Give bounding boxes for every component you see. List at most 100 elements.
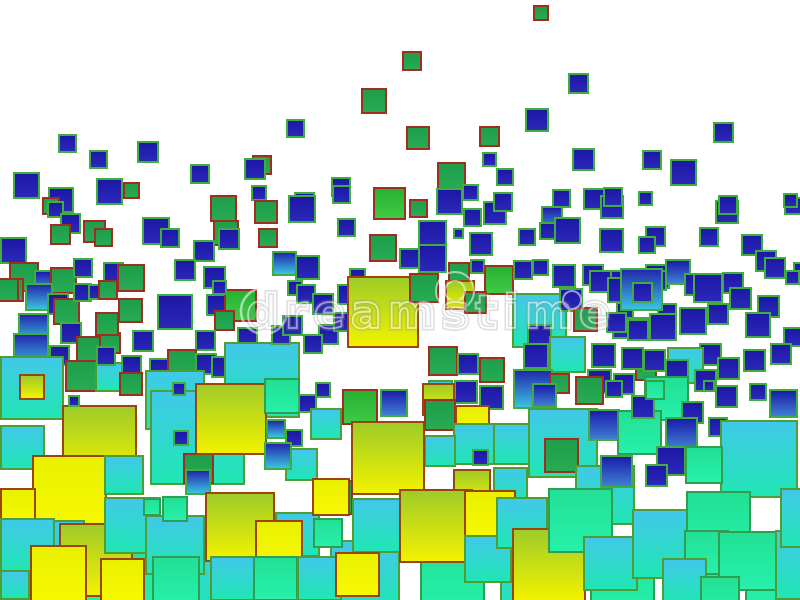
square — [30, 545, 87, 600]
square — [583, 536, 638, 591]
square — [720, 420, 798, 498]
square — [310, 408, 342, 440]
square — [743, 349, 766, 372]
square — [162, 496, 188, 522]
square — [605, 380, 623, 398]
square — [599, 228, 624, 253]
square — [662, 558, 707, 600]
square — [190, 164, 210, 184]
square — [418, 244, 447, 273]
square — [342, 389, 378, 425]
square — [464, 291, 487, 314]
square — [496, 168, 514, 186]
square — [132, 330, 154, 352]
square — [104, 455, 144, 495]
square — [117, 264, 145, 292]
square — [699, 227, 719, 247]
square — [463, 208, 482, 227]
square — [361, 88, 387, 114]
square — [272, 251, 297, 276]
square — [96, 178, 123, 205]
square — [525, 108, 549, 132]
square — [764, 257, 786, 279]
square — [568, 73, 589, 94]
square — [645, 464, 668, 487]
square — [254, 200, 278, 224]
square — [591, 343, 616, 368]
square — [282, 315, 303, 336]
square — [118, 298, 143, 323]
square — [482, 152, 497, 167]
square — [645, 380, 665, 400]
square — [470, 259, 485, 274]
square — [210, 556, 255, 600]
square — [251, 185, 267, 201]
square — [703, 380, 715, 392]
square — [266, 419, 286, 439]
square — [53, 298, 80, 325]
square — [638, 191, 653, 206]
square — [631, 395, 655, 419]
square — [533, 5, 549, 21]
square — [575, 376, 604, 405]
square — [472, 449, 489, 466]
square — [713, 122, 734, 143]
square — [89, 150, 108, 169]
square — [643, 349, 666, 372]
square — [603, 187, 623, 207]
square — [0, 278, 19, 302]
square — [369, 234, 397, 262]
square — [484, 265, 514, 295]
square — [214, 310, 235, 331]
square — [715, 385, 738, 408]
square — [174, 259, 196, 281]
square — [693, 273, 723, 303]
square — [313, 518, 343, 548]
square — [157, 294, 193, 330]
square — [347, 276, 419, 348]
square — [670, 159, 697, 186]
square — [424, 435, 456, 467]
square — [532, 259, 549, 276]
square — [312, 293, 334, 315]
square — [73, 258, 93, 278]
square — [47, 201, 64, 218]
square — [94, 228, 113, 247]
square — [769, 389, 798, 418]
square — [98, 280, 118, 300]
square — [50, 224, 71, 245]
square — [373, 187, 406, 220]
square — [264, 442, 292, 470]
square — [65, 360, 97, 392]
square — [457, 353, 479, 375]
square — [573, 307, 598, 332]
square — [288, 195, 316, 223]
square — [195, 383, 267, 455]
square — [729, 287, 752, 310]
square — [745, 312, 771, 338]
square — [700, 576, 740, 600]
square — [335, 552, 380, 597]
square — [0, 570, 30, 600]
square — [409, 199, 428, 218]
square — [185, 469, 211, 495]
square — [119, 372, 143, 396]
square — [212, 280, 227, 295]
square — [295, 255, 320, 280]
square — [436, 188, 463, 215]
square — [210, 195, 237, 222]
square — [58, 134, 77, 153]
square — [264, 378, 300, 414]
square — [218, 228, 240, 250]
square — [123, 182, 140, 199]
square — [554, 217, 581, 244]
square — [785, 270, 800, 285]
square — [549, 336, 586, 373]
square — [193, 240, 215, 262]
square — [380, 389, 408, 417]
square — [258, 228, 278, 248]
square — [642, 150, 662, 170]
square — [453, 228, 464, 239]
square — [409, 273, 439, 303]
